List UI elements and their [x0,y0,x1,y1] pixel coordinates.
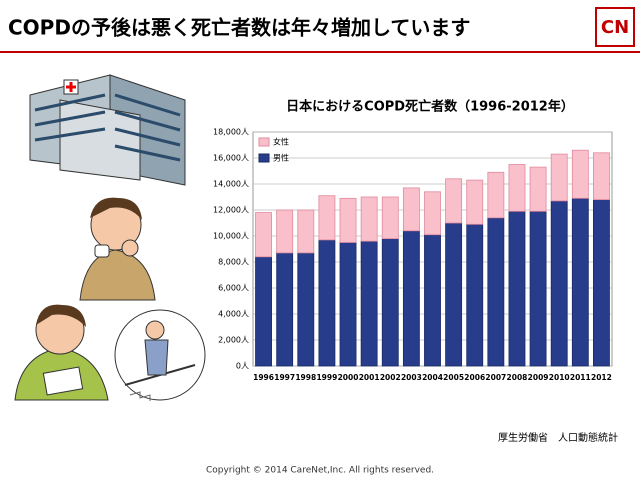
x-tick-label: 2011 [570,373,591,382]
legend-swatch [258,137,270,147]
x-tick-label: 2004 [422,373,443,382]
bar-segment [424,191,441,236]
bar-segment [550,153,568,202]
x-tick-label: 2009 [528,373,549,382]
bar-segment [466,179,484,225]
bar-segment [339,197,357,243]
bar-segment [466,223,484,367]
bar-segment [508,164,526,212]
y-tick-label: 2,000人 [218,336,249,345]
x-tick-label: 2005 [443,373,464,382]
x-tick-label: 2001 [359,373,380,382]
bar-segment [360,240,378,367]
y-tick-label: 6,000人 [218,284,249,293]
logo-box [595,7,635,47]
x-tick-label: 1997 [274,373,295,382]
bar-segment [571,197,589,367]
logo: CN [601,17,629,38]
bar-segment [424,234,441,367]
bar-segment [402,230,420,367]
x-tick-label: 1998 [295,373,316,382]
source: 厚生労働省 人口動態統計 [498,431,618,444]
man-reading-illustration [14,304,109,401]
chart: 0人 2,000人 4,000人 6,000人 8,000人 10,000人 12,000人… [213,128,612,382]
bar-segment [571,149,589,199]
x-tick-label: 2000 [338,373,359,382]
bar-segment [276,252,294,367]
bar-segment [550,200,568,367]
y-tick-label: 10,000人 [213,232,249,241]
bar-segment [255,256,272,367]
bar-segment [360,196,378,242]
bar-segment [529,210,547,367]
bar-segment [255,212,272,258]
legend-label: 女性 [273,137,289,147]
x-tick-label: 1999 [316,373,337,382]
y-tick-label: 12,000人 [213,206,249,215]
bar-segment [318,239,336,367]
x-tick-label: 2006 [464,373,485,382]
bar-segment [487,171,505,219]
bar-segment [445,222,463,367]
y-tick-label: 16,000人 [213,154,249,163]
bar-segment [297,252,315,367]
bar-segment [381,196,399,239]
bar-segment [402,187,420,232]
slide-title: COPDの予後は悪く死亡者数は年々増加しています [8,16,470,40]
bar-segment [339,242,357,367]
bar-segment [593,152,610,201]
chart-title: 日本におけるCOPD死亡者数（1996-2012年） [286,99,574,115]
x-tick-label: 2008 [507,373,528,382]
y-tick-label: 8,000人 [218,258,249,267]
bar-segment [381,238,399,367]
bar-segment [529,166,547,212]
legend-swatch [258,153,270,163]
hospital-illustration [29,74,186,186]
x-tick-label: 2003 [401,373,422,382]
x-tick-label: 1996 [253,373,274,382]
bar-segment [297,209,315,254]
y-tick-label: 18,000人 [213,128,249,137]
legend-label: 男性 [273,153,289,163]
copyright: Copyright © 2014 CareNet,Inc. All rights… [206,466,434,476]
x-tick-label: 2012 [591,373,612,382]
bar-segment [593,199,610,367]
bar-segment [487,217,505,367]
x-tick-label: 2007 [485,373,506,382]
bar-segment [276,209,294,254]
bar-segment [318,195,336,241]
y-tick-label: 0人 [236,362,249,371]
bar-segment [445,178,463,224]
y-tick-label: 14,000人 [213,180,249,189]
x-tick-label: 2010 [549,373,570,382]
coughing-man-illustration [79,197,156,301]
y-tick-label: 4,000人 [218,310,249,319]
x-tick-label: 2002 [380,373,401,382]
bar-segment [508,210,526,367]
man-stairs-illustration [114,309,206,401]
